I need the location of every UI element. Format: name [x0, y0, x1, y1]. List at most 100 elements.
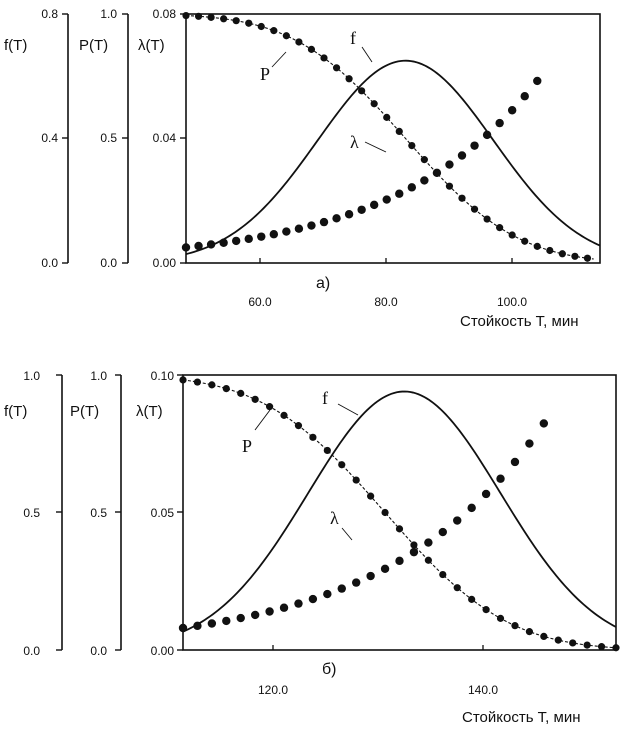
series-a-lambda-point: [382, 195, 391, 204]
series-a-p-point: [508, 231, 516, 239]
series-b-p-point: [569, 639, 577, 647]
plot-frame-a: [185, 13, 601, 264]
series-b-p-points: [179, 376, 620, 652]
series-b-lambda-point: [510, 457, 520, 467]
series-a-p-point: [220, 15, 228, 23]
series-b-p-point: [410, 541, 418, 549]
series-b-lambda-point: [236, 613, 245, 623]
series-b-p-point: [525, 628, 534, 636]
series-b-p-point: [352, 476, 360, 484]
series-b-p-point: [367, 492, 375, 500]
panel-label-b: б): [322, 661, 337, 678]
series-a-lambda-point: [432, 168, 442, 178]
series-a-lambda-point: [319, 217, 329, 227]
series-a-p-point: [207, 13, 215, 21]
series-a-lambda-point: [194, 241, 203, 251]
series-b-lambda-point: [395, 556, 404, 566]
series-a-lambda-point: [457, 151, 467, 160]
series-b-lambda-point: [265, 607, 274, 616]
tick-a-p-2: 0.0: [100, 256, 117, 270]
series-b-p-point: [540, 632, 548, 641]
series-a-p-point: [533, 242, 541, 250]
series-b-lambda-point: [279, 603, 289, 612]
panel-label-a: а): [316, 275, 330, 292]
leader-a-lambda: [364, 141, 387, 153]
leader-a-f: [361, 46, 373, 63]
series-b-p-curve: [182, 379, 617, 649]
series-a-p-point: [358, 87, 366, 95]
tick-b-lambda-0: 0.10: [151, 369, 175, 383]
series-b-lambda-point: [539, 419, 549, 428]
series-a-p-point: [408, 141, 416, 150]
series-a-lambda-point: [482, 130, 492, 140]
tick-b-lambda-2: 0.00: [151, 644, 175, 658]
series-a-p-point: [282, 32, 290, 40]
series-a-lambda-point: [244, 234, 253, 244]
tick-b-p-2: 0.0: [90, 644, 107, 658]
tick-a-lambda-2: 0.00: [153, 256, 177, 270]
label-a-p: P: [260, 64, 270, 84]
series-b-lambda-point: [409, 547, 419, 557]
ylabel-b-p: P(T): [70, 403, 99, 420]
series-a-p-point: [370, 100, 378, 108]
series-a-p-point: [232, 17, 240, 25]
xlabel-b: Стойкость T, мин: [462, 709, 581, 726]
plot-frame-b: [182, 374, 617, 651]
series-b-p-point: [597, 643, 606, 651]
series-a-lambda-point: [282, 227, 291, 236]
series-a-lambda-point: [507, 106, 517, 115]
series-a-p-point: [182, 11, 190, 20]
series-a-p-point: [295, 38, 303, 46]
series-b-p-point: [266, 403, 274, 411]
tick-b-f-0: 1.0: [23, 369, 40, 383]
series-b-p-point: [468, 595, 476, 603]
series-a-p-point: [395, 127, 403, 136]
series-a-lambda-point: [445, 160, 454, 169]
series-a-lambda-point: [407, 183, 417, 192]
series-a-p-point: [558, 250, 566, 258]
series-a-lambda-point: [344, 210, 354, 219]
series-b-p-point: [237, 389, 245, 397]
label-a-f: f: [350, 28, 356, 48]
series-b-lambda-point: [294, 599, 303, 608]
series-b-lambda-point: [352, 578, 361, 587]
series-a-lambda-point: [307, 221, 316, 230]
series-b-p-point: [381, 508, 389, 517]
series-b-p-point: [496, 614, 505, 622]
series-b-p-point: [424, 556, 432, 564]
series-b-lambda-point: [250, 610, 260, 620]
series-a-p-point: [571, 252, 579, 260]
series-b-p-point: [439, 570, 447, 579]
series-b-p-point: [208, 381, 216, 389]
series-a-p-point: [345, 75, 353, 83]
series-a-p-point: [307, 45, 316, 53]
series-a-lambda-point: [206, 240, 216, 249]
tick-a-f-0: 0.8: [41, 7, 58, 21]
series-a-lambda-point: [470, 141, 479, 150]
tick-b-lambda-1: 0.05: [151, 506, 175, 520]
series-a-lambda-point: [369, 200, 379, 210]
series-a-p-points: [182, 11, 592, 262]
series-a-p-point: [583, 254, 592, 262]
series-a-p-point: [194, 12, 203, 20]
series-a-p-point: [470, 205, 479, 213]
series-b-p-point: [554, 636, 562, 644]
series-a-lambda-point: [294, 224, 304, 233]
label-b-p: P: [242, 436, 252, 456]
series-b-p-point: [251, 395, 259, 403]
leader-b-f: [337, 403, 359, 416]
series-b-p-point: [294, 422, 303, 430]
series-a-p-point: [521, 237, 529, 245]
label-a-lambda: λ: [350, 132, 359, 152]
series-a-lambda-point: [332, 214, 341, 223]
series-b-lambda-point: [525, 439, 534, 448]
series-a-lambda-point: [269, 230, 279, 239]
series-b-f-curve: [182, 390, 617, 633]
chart-a: 0.8 0.4 0.0 f(T) 1.0 0.5 0.0 P(T) 0.08 0…: [4, 7, 601, 330]
ylabel-a-lambda: λ(T): [138, 37, 165, 54]
series-b-lambda-point: [481, 489, 491, 499]
xlabel-a: Стойкость T, мин: [460, 313, 579, 330]
tick-b-f-1: 0.5: [23, 506, 40, 520]
series-a-lambda-point: [231, 236, 241, 246]
tick-a-f-1: 0.4: [41, 131, 58, 145]
